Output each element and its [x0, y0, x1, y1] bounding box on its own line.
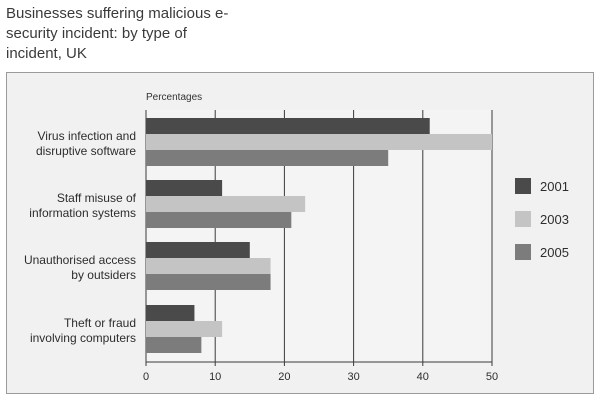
legend-label-2001: 2001 — [540, 179, 569, 194]
units-label: Percentages — [146, 92, 202, 103]
x-tick-label: 40 — [417, 371, 429, 383]
bar-2001 — [146, 180, 223, 196]
legend-label-2005: 2005 — [540, 245, 569, 260]
legend-swatch-2001 — [515, 178, 531, 194]
bar-2005 — [146, 274, 271, 290]
category-label: involving computers — [30, 331, 136, 345]
x-tick-labels: 0 10 20 30 40 50 — [143, 371, 498, 383]
bar-2005 — [146, 337, 202, 353]
category-label: information systems — [29, 206, 136, 220]
bar-2003 — [146, 321, 223, 337]
category-label: Theft or fraud — [64, 316, 136, 330]
category-label: by outsiders — [71, 268, 136, 282]
x-tick-label: 20 — [278, 371, 290, 383]
bars — [146, 118, 492, 353]
legend-swatch-2005 — [515, 244, 531, 260]
bar-2001 — [146, 305, 195, 321]
legend-label-2003: 2003 — [540, 212, 569, 227]
x-tick-label: 0 — [143, 371, 149, 383]
category-label: disruptive software — [36, 144, 136, 158]
x-tick-label: 30 — [347, 371, 359, 383]
bar-2005 — [146, 150, 389, 166]
bar-2003 — [146, 196, 306, 212]
category-label: Virus infection and — [37, 129, 136, 143]
x-tick-label: 50 — [486, 371, 498, 383]
category-label: Staff misuse of — [57, 191, 137, 205]
category-label: Unauthorised access — [24, 253, 136, 267]
x-tick-label: 10 — [209, 371, 221, 383]
bar-2003 — [146, 134, 492, 150]
legend-swatch-2003 — [515, 211, 531, 227]
bar-2001 — [146, 242, 250, 258]
chart-title: Businesses suffering malicious e-securit… — [6, 5, 229, 62]
bar-2003 — [146, 258, 271, 274]
legend: 2001 2003 2005 — [515, 178, 569, 260]
bar-2005 — [146, 212, 292, 228]
bar-2001 — [146, 118, 430, 134]
